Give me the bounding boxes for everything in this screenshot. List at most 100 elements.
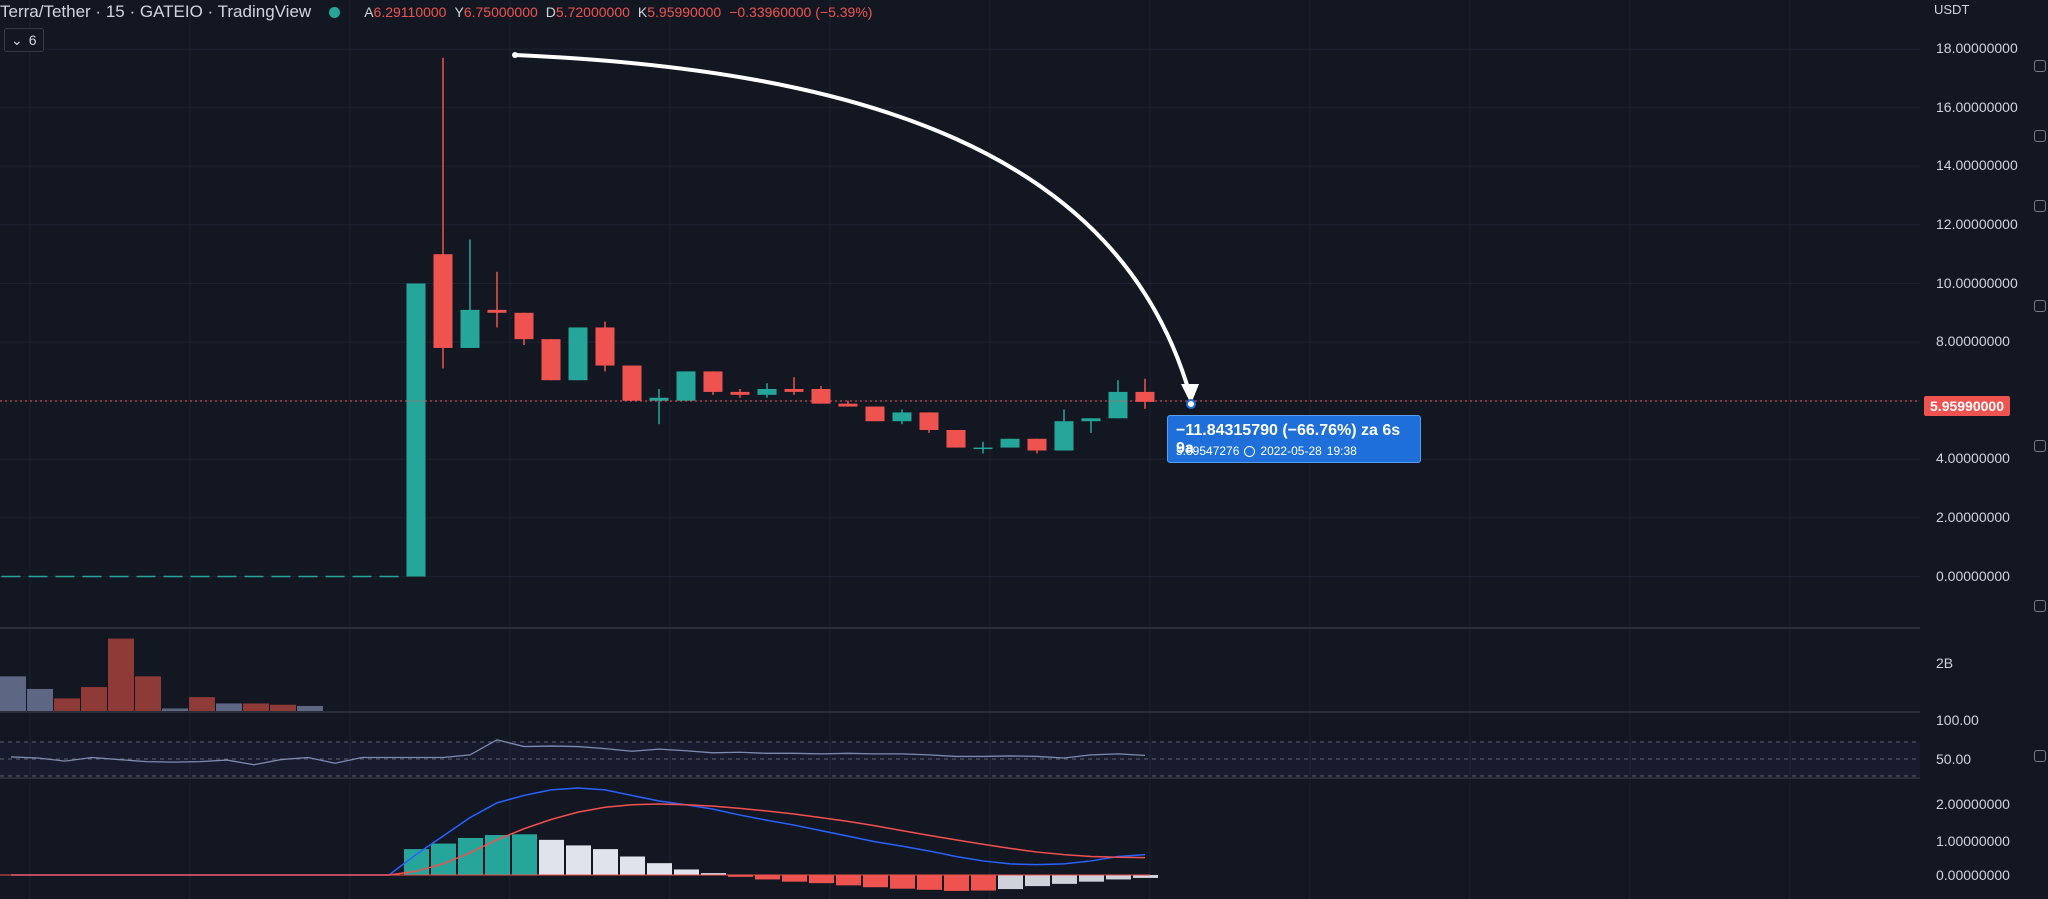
macd-histogram-bar bbox=[431, 843, 456, 875]
volume-bar bbox=[27, 688, 53, 711]
volume-bar bbox=[270, 704, 296, 711]
macd-histogram-bar bbox=[1079, 875, 1104, 882]
volume-tick-label: 2B bbox=[1936, 655, 1954, 671]
candle-body bbox=[946, 430, 966, 448]
candle-body bbox=[838, 403, 858, 407]
macd-tick-label: 2.00000000 bbox=[1936, 796, 2010, 812]
macd-histogram-bar bbox=[701, 873, 726, 875]
price-tick-label: 2.00000000 bbox=[1936, 508, 2010, 525]
macd-histogram-bar bbox=[782, 875, 807, 882]
macd-histogram-bar bbox=[836, 875, 861, 886]
volume-bar bbox=[189, 697, 215, 711]
macd-histogram-bar bbox=[998, 875, 1023, 890]
candle-body bbox=[433, 254, 453, 348]
macd-histogram-bar bbox=[755, 875, 780, 880]
candle-body bbox=[1027, 438, 1047, 451]
pane-separators bbox=[0, 627, 1920, 779]
price-tick-label: 12.00000000 bbox=[1936, 215, 2018, 232]
measure-anchor[interactable] bbox=[1186, 399, 1196, 409]
macd-histogram-bar bbox=[647, 863, 672, 875]
candle-body bbox=[676, 371, 696, 401]
toolbar-tool-icon[interactable] bbox=[2034, 60, 2046, 72]
macd-tick-label: 0.00000000 bbox=[1936, 867, 2010, 883]
candle-body bbox=[487, 309, 507, 313]
candle-body bbox=[622, 365, 642, 401]
price-tick-label: 4.00000000 bbox=[1936, 450, 2010, 467]
rsi-line bbox=[10, 739, 1146, 766]
macd-histogram-bar bbox=[674, 869, 699, 875]
macd-histogram-bar bbox=[917, 875, 942, 890]
ohlc-low: D5.72000000 bbox=[545, 4, 630, 20]
volume-pane bbox=[0, 638, 323, 711]
candle-body bbox=[595, 327, 615, 366]
ohlc-change: −0.33960000 (−5.39%) bbox=[729, 4, 873, 20]
macd-histogram-bar bbox=[863, 875, 888, 888]
chart-header: Terra/Tether · 15 · GATEIO · TradingView… bbox=[0, 0, 880, 24]
price-tick-label: 16.00000000 bbox=[1936, 98, 2018, 115]
volume-bar bbox=[243, 703, 269, 711]
clock-icon bbox=[1244, 445, 1256, 457]
macd-pane bbox=[0, 787, 1158, 891]
volume-bar bbox=[0, 676, 26, 711]
macd-tick-label: 1.00000000 bbox=[1936, 833, 2010, 849]
macd-histogram-bar bbox=[566, 845, 591, 875]
measure-change: −11.84315790 (−66.76%) za 6s 9a bbox=[1176, 422, 1401, 457]
rsi-band bbox=[0, 741, 1920, 777]
candle-body bbox=[892, 412, 912, 422]
candle-body bbox=[730, 391, 750, 395]
toolbar-tool-icon[interactable] bbox=[2034, 200, 2046, 212]
candle-body bbox=[649, 397, 669, 401]
candle-body bbox=[973, 447, 993, 450]
candle-body bbox=[865, 406, 885, 422]
price-tick-label: 0.00000000 bbox=[1936, 567, 2010, 584]
candle-body bbox=[1081, 418, 1101, 422]
price-tick-label: 8.00000000 bbox=[1936, 333, 2010, 350]
chevron-down-icon: ⌄ bbox=[11, 31, 23, 48]
macd-histogram-bar bbox=[485, 835, 510, 875]
macd-histogram-bar bbox=[809, 875, 834, 884]
candle-body bbox=[541, 339, 561, 381]
candle-body bbox=[406, 283, 426, 577]
macd-signal-line bbox=[11, 803, 1146, 876]
indicators-toggle[interactable]: ⌄ 6 bbox=[4, 28, 44, 52]
candle-body bbox=[1000, 438, 1020, 448]
grid-lines bbox=[0, 0, 1920, 899]
macd-histogram-bar bbox=[944, 875, 969, 891]
toolbar-tool-icon[interactable] bbox=[2034, 130, 2046, 142]
toolbar-tool-icon[interactable] bbox=[2034, 600, 2046, 612]
volume-bar bbox=[81, 687, 107, 711]
volume-bar bbox=[108, 638, 134, 711]
candle-body bbox=[703, 371, 723, 392]
candle-body bbox=[757, 388, 777, 395]
volume-bar bbox=[216, 703, 242, 711]
macd-histogram-bar bbox=[1133, 875, 1158, 878]
macd-histogram-bar bbox=[512, 834, 537, 875]
volume-bar bbox=[162, 708, 188, 711]
candle-body bbox=[460, 309, 480, 348]
macd-histogram-bar bbox=[728, 875, 753, 877]
candle-body bbox=[919, 412, 939, 430]
toolbar-tool-icon[interactable] bbox=[2034, 300, 2046, 312]
price-tick-label: 18.00000000 bbox=[1936, 40, 2018, 57]
candle-body bbox=[811, 388, 831, 404]
toolbar-tool-icon[interactable] bbox=[2034, 750, 2046, 762]
macd-histogram-bar bbox=[890, 875, 915, 889]
ohlc-open: A6.29110000 bbox=[364, 4, 447, 20]
candle-body bbox=[514, 312, 534, 340]
right-toolbar bbox=[2030, 0, 2048, 899]
candles-group bbox=[1, 57, 1155, 578]
candle-body bbox=[1108, 391, 1128, 419]
toolbar-tool-icon[interactable] bbox=[2034, 440, 2046, 452]
annotation-arrow bbox=[513, 53, 1192, 397]
rsi-tick-label: 50.00 bbox=[1936, 751, 1972, 767]
macd-histogram-bar bbox=[620, 856, 645, 875]
currency-label: USDT bbox=[1934, 2, 1970, 17]
indicator-count: 6 bbox=[28, 32, 37, 48]
rsi-tick-label: 100.00 bbox=[1936, 712, 1979, 728]
symbol-title[interactable]: Terra/Tether · 15 · GATEIO · TradingView bbox=[0, 2, 312, 21]
rsi-pane bbox=[10, 739, 1146, 766]
macd-histogram-bar bbox=[1052, 875, 1077, 884]
measure-tooltip: −11.84315790 (−66.76%) za 6s 9a 5.895472… bbox=[1167, 415, 1421, 463]
candle-body bbox=[568, 327, 588, 381]
